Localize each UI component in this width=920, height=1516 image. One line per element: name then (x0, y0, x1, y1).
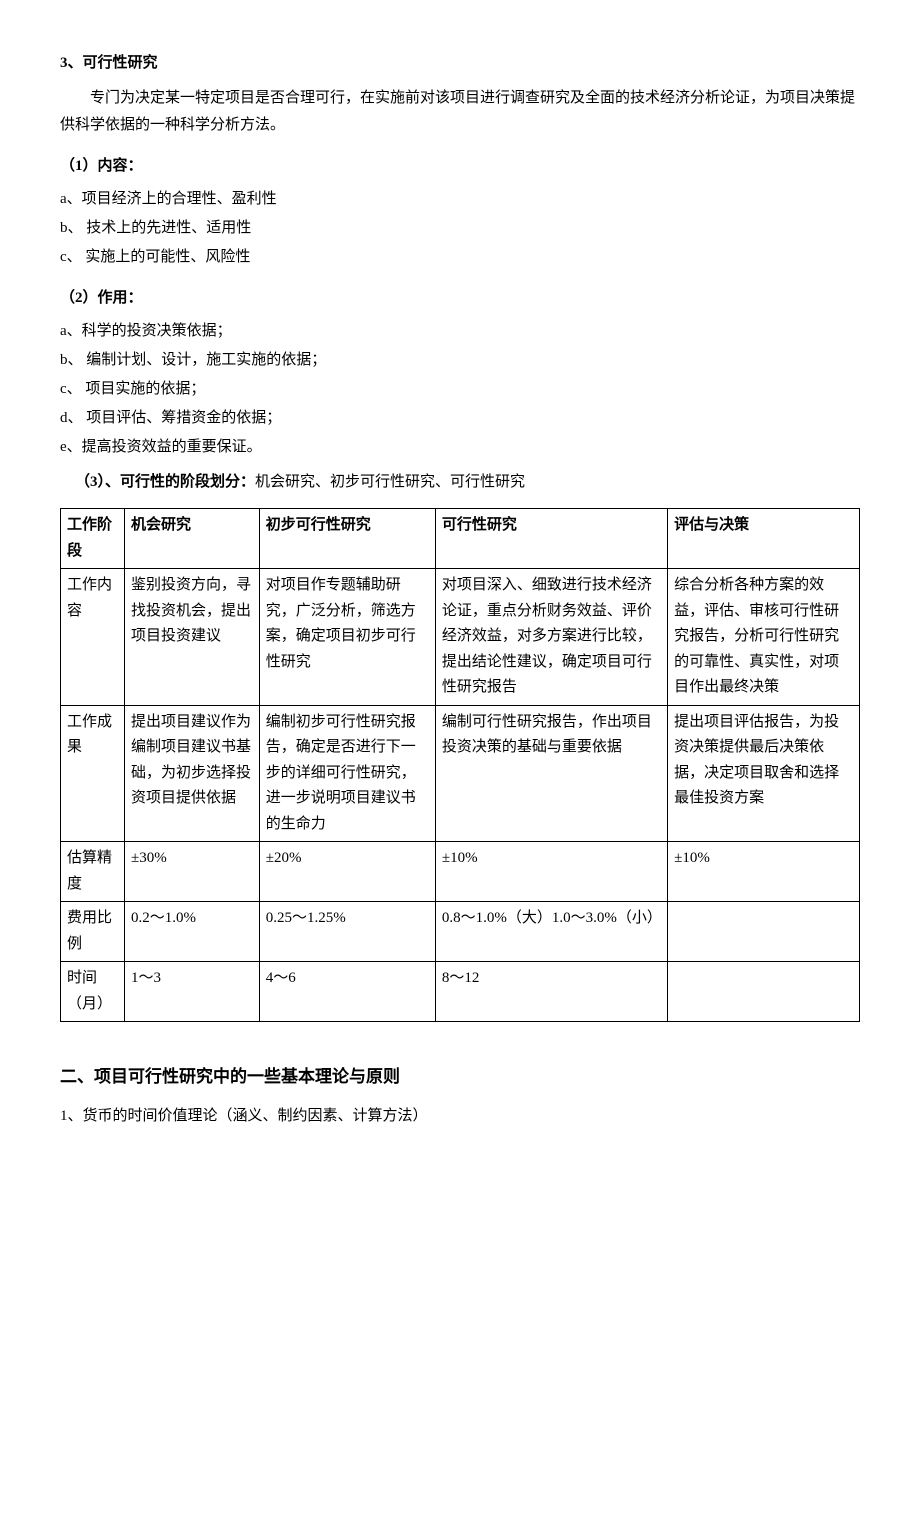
section1-title: 3、可行性研究 (60, 50, 860, 77)
td-r4-c3: 8～12 (435, 962, 667, 1022)
section2: 二、项目可行性研究中的一些基本理论与原则 1、货币的时间价值理论（涵义、制约因素… (60, 1062, 860, 1130)
th-4: 评估与决策 (668, 509, 860, 569)
section2-item1: 1、货币的时间价值理论（涵义、制约因素、计算方法） (60, 1103, 860, 1130)
table-header-row: 工作阶段 机会研究 初步可行性研究 可行性研究 评估与决策 (61, 509, 860, 569)
sub2-item-c: c、 项目实施的依据； (60, 376, 860, 403)
td-r2-c2: ±20% (259, 842, 435, 902)
td-r1-c1: 提出项目建议作为编制项目建议书基础，为初步选择投资项目提供依据 (125, 705, 260, 842)
sub3-title: （3）、可行性的阶段划分： (75, 474, 255, 490)
td-r1-c0: 工作成果 (61, 705, 125, 842)
sub2-title: （2）作用： (60, 285, 860, 312)
sub3-line: （3）、可行性的阶段划分：机会研究、初步可行性研究、可行性研究 (60, 469, 860, 496)
sub2-item-b: b、 编制计划、设计，施工实施的依据； (60, 347, 860, 374)
section1: 3、可行性研究 专门为决定某一特定项目是否合理可行，在实施前对该项目进行调查研究… (60, 50, 860, 496)
sub1-item-c: c、 实施上的可能性、风险性 (60, 244, 860, 271)
table-row: 费用比例 0.2～1.0% 0.25～1.25% 0.8～1.0%（大）1.0～… (61, 902, 860, 962)
sub2-item-a: a、科学的投资决策依据； (60, 318, 860, 345)
td-r3-c3: 0.8～1.0%（大）1.0～3.0%（小） (435, 902, 667, 962)
td-r4-c4 (668, 962, 860, 1022)
td-r1-c4: 提出项目评估报告，为投资决策提供最后决策依据，决定项目取舍和选择最佳投资方案 (668, 705, 860, 842)
td-r2-c3: ±10% (435, 842, 667, 902)
td-r4-c1: 1～3 (125, 962, 260, 1022)
td-r0-c3: 对项目深入、细致进行技术经济论证，重点分析财务效益、评价经济效益，对多方案进行比… (435, 569, 667, 706)
sub2-item-e: e、提高投资效益的重要保证。 (60, 434, 860, 461)
feasibility-table: 工作阶段 机会研究 初步可行性研究 可行性研究 评估与决策 工作内容 鉴别投资方… (60, 508, 860, 1022)
td-r0-c0: 工作内容 (61, 569, 125, 706)
td-r0-c4: 综合分析各种方案的效益，评估、审核可行性研究报告，分析可行性研究的可靠性、真实性… (668, 569, 860, 706)
td-r3-c4 (668, 902, 860, 962)
sub1-item-b: b、 技术上的先进性、适用性 (60, 215, 860, 242)
section1-intro: 专门为决定某一特定项目是否合理可行，在实施前对该项目进行调查研究及全面的技术经济… (60, 85, 860, 139)
td-r0-c1: 鉴别投资方向，寻找投资机会，提出项目投资建议 (125, 569, 260, 706)
table-row: 工作成果 提出项目建议作为编制项目建议书基础，为初步选择投资项目提供依据 编制初… (61, 705, 860, 842)
td-r2-c4: ±10% (668, 842, 860, 902)
td-r2-c1: ±30% (125, 842, 260, 902)
section2-title: 二、项目可行性研究中的一些基本理论与原则 (60, 1062, 860, 1093)
td-r4-c0: 时间（月） (61, 962, 125, 1022)
td-r2-c0: 估算精度 (61, 842, 125, 902)
td-r1-c3: 编制可行性研究报告，作出项目投资决策的基础与重要依据 (435, 705, 667, 842)
sub2-item-d: d、 项目评估、筹措资金的依据； (60, 405, 860, 432)
sub1-item-a: a、项目经济上的合理性、盈利性 (60, 186, 860, 213)
table-row: 工作内容 鉴别投资方向，寻找投资机会，提出项目投资建议 对项目作专题辅助研究，广… (61, 569, 860, 706)
sub1-title: （1）内容： (60, 153, 860, 180)
td-r4-c2: 4～6 (259, 962, 435, 1022)
td-r3-c2: 0.25～1.25% (259, 902, 435, 962)
td-r1-c2: 编制初步可行性研究报告，确定是否进行下一步的详细可行性研究，进一步说明项目建议书… (259, 705, 435, 842)
td-r0-c2: 对项目作专题辅助研究，广泛分析，筛选方案，确定项目初步可行性研究 (259, 569, 435, 706)
th-3: 可行性研究 (435, 509, 667, 569)
th-0: 工作阶段 (61, 509, 125, 569)
th-2: 初步可行性研究 (259, 509, 435, 569)
table-row: 时间（月） 1～3 4～6 8～12 (61, 962, 860, 1022)
sub3-text: 机会研究、初步可行性研究、可行性研究 (255, 474, 525, 490)
th-1: 机会研究 (125, 509, 260, 569)
td-r3-c1: 0.2～1.0% (125, 902, 260, 962)
table-row: 估算精度 ±30% ±20% ±10% ±10% (61, 842, 860, 902)
td-r3-c0: 费用比例 (61, 902, 125, 962)
